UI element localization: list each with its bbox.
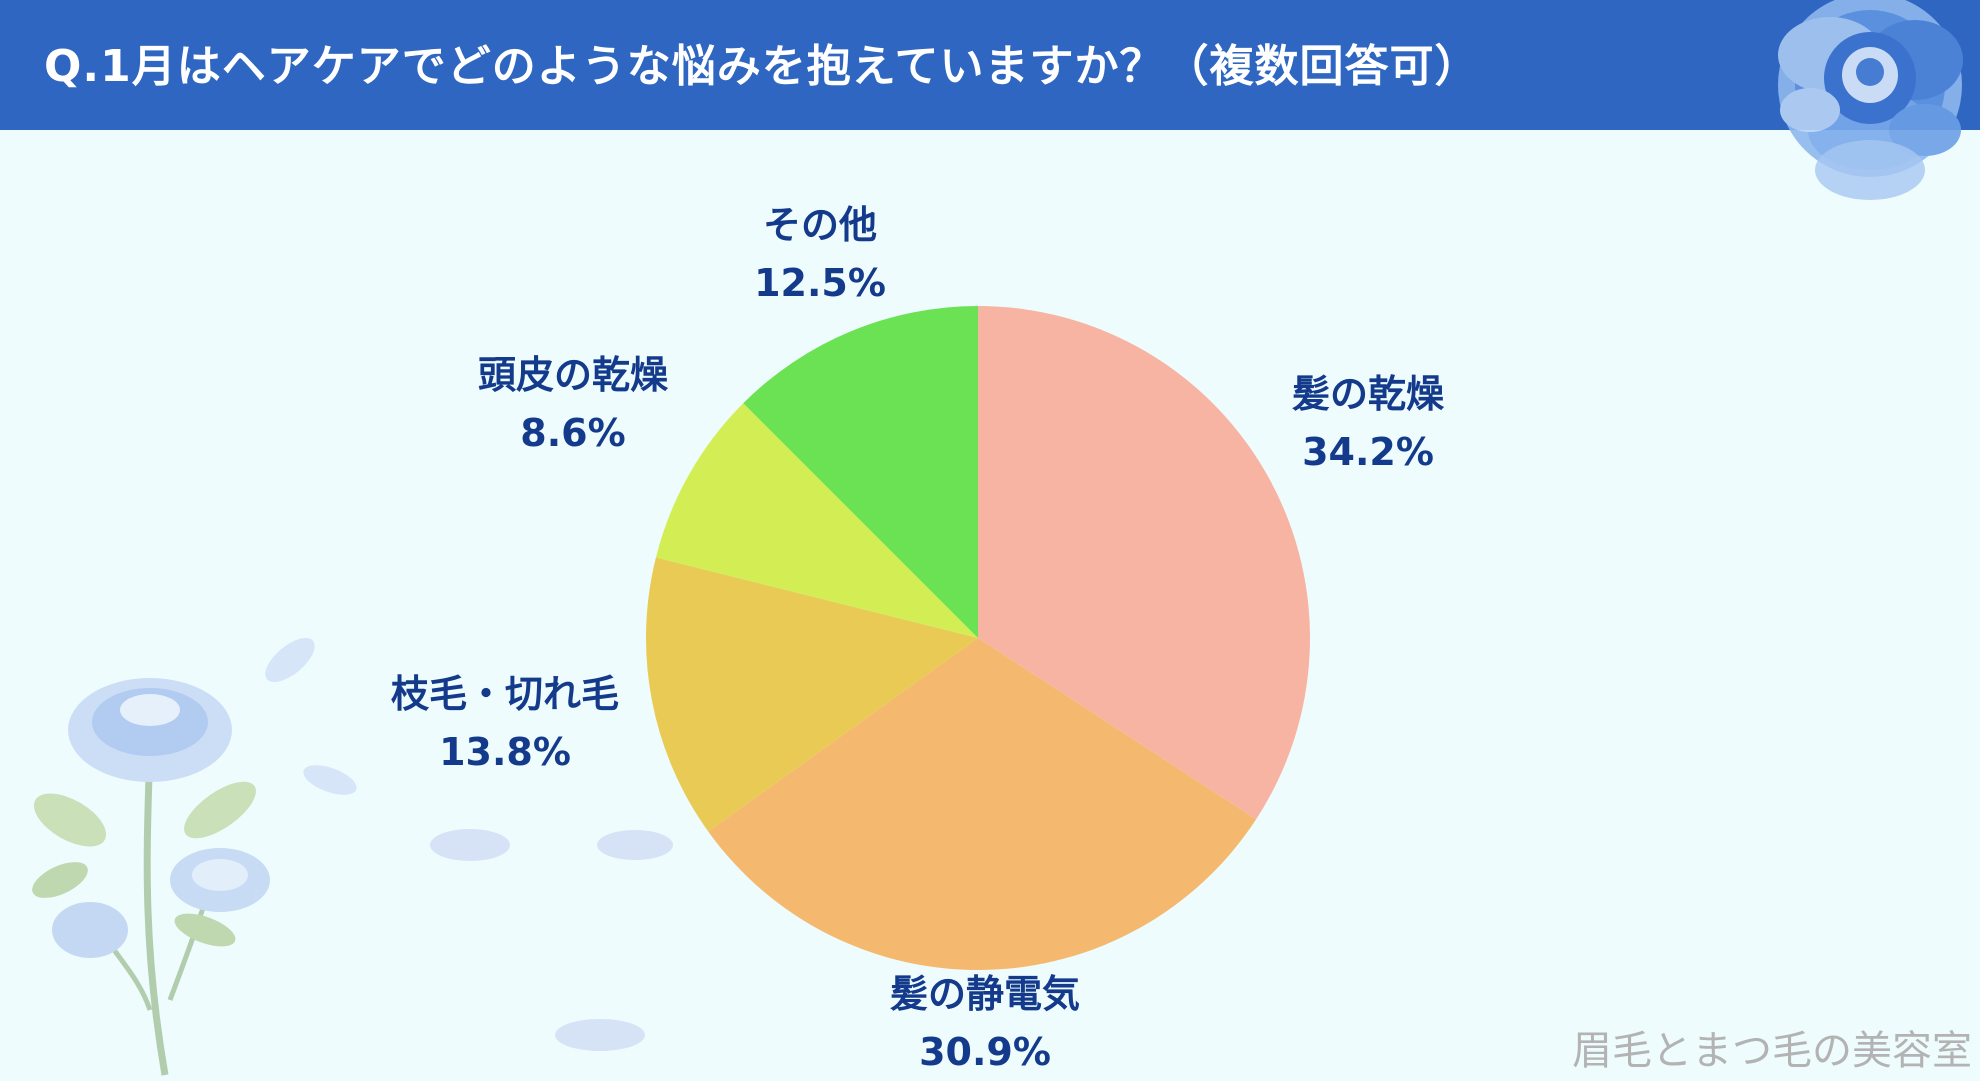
slice-label-value: 12.5% xyxy=(754,261,886,305)
slice-label-1: 髪の静電気 30.9% xyxy=(890,965,1080,1081)
slice-label-2: 枝毛・切れ毛 13.8% xyxy=(391,665,619,781)
chart-title: Q.1月はヘアケアでどのような悩みを抱えていますか？（複数回答可） xyxy=(44,41,1480,92)
title-bar: Q.1月はヘアケアでどのような悩みを抱えていますか？（複数回答可） xyxy=(0,0,1980,130)
slice-label-4: その他 12.5% xyxy=(754,196,886,312)
slice-label-name: 頭皮の乾燥 xyxy=(477,353,669,397)
rose-decoration-top xyxy=(1778,0,1963,200)
petal-decoration-2 xyxy=(555,1019,645,1051)
slice-label-3: 頭皮の乾燥 8.6% xyxy=(478,346,668,462)
petal-decoration xyxy=(430,829,673,861)
slice-label-name: その他 xyxy=(762,203,877,247)
slice-label-name: 髪の静電気 xyxy=(889,972,1081,1016)
slice-label-name: 髪の乾燥 xyxy=(1291,372,1445,416)
pie-slice-1 xyxy=(708,638,1257,970)
slice-label-0: 髪の乾燥 34.2% xyxy=(1292,365,1444,481)
slice-label-name: 枝毛・切れ毛 xyxy=(390,672,620,716)
watermark: 眉毛とまつ毛の美容室 xyxy=(1572,1028,1972,1074)
pie-slice-2 xyxy=(646,557,978,832)
slice-label-value: 34.2% xyxy=(1302,430,1434,474)
pie-slice-0 xyxy=(978,306,1310,820)
slice-label-value: 8.6% xyxy=(520,411,626,455)
pie-slice-4 xyxy=(743,306,978,638)
pie-slice-3 xyxy=(655,403,978,638)
slice-label-value: 13.8% xyxy=(439,730,571,774)
rose-decoration-bottom xyxy=(32,637,357,1076)
slice-label-value: 30.9% xyxy=(919,1030,1051,1074)
